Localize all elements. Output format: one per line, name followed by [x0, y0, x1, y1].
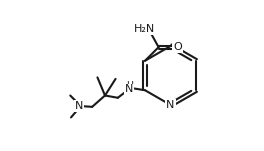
Text: N: N — [166, 100, 175, 110]
Text: H₂N: H₂N — [134, 24, 155, 34]
Text: N: N — [125, 84, 133, 95]
Text: N: N — [75, 101, 83, 111]
Text: O: O — [173, 42, 182, 52]
Text: H: H — [126, 81, 133, 90]
